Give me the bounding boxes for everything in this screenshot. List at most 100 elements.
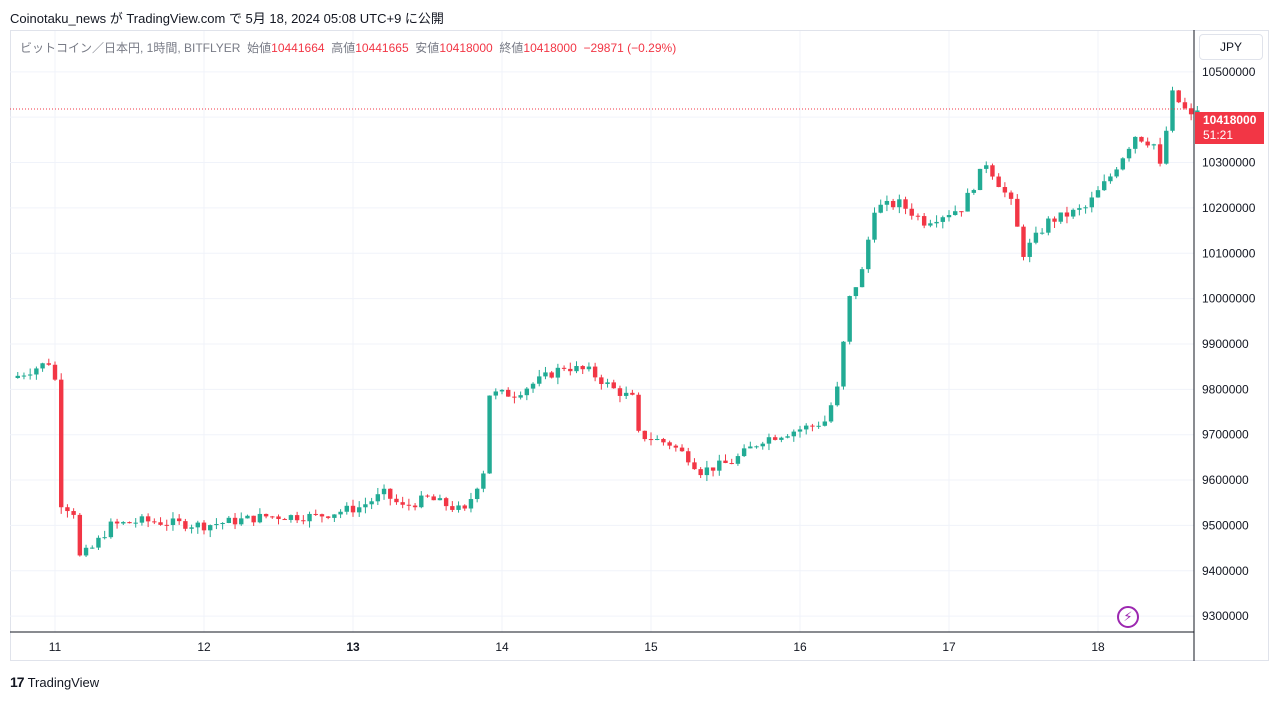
price-tick-label: 9500000 <box>1202 518 1249 532</box>
candle-body <box>313 513 318 515</box>
candle-body <box>1151 144 1157 146</box>
candle-body <box>977 168 983 191</box>
candle-body <box>549 372 554 378</box>
candle-body <box>325 516 331 518</box>
candle-body <box>1021 226 1026 257</box>
candle-body <box>406 504 412 506</box>
candle-body <box>1033 232 1039 243</box>
bar-countdown: 51:21 <box>1203 128 1234 142</box>
candle-body <box>468 499 474 509</box>
price-tick-label: 9400000 <box>1202 564 1249 578</box>
candle-body <box>940 217 945 222</box>
candle-body <box>984 165 989 169</box>
candle-body <box>772 437 778 440</box>
candle-body <box>307 513 312 522</box>
candle-body <box>717 460 722 471</box>
candle-body <box>1139 136 1144 142</box>
candle-body <box>226 517 232 523</box>
time-tick-label: 11 <box>49 640 62 654</box>
candle-body <box>1089 197 1094 208</box>
candle-body <box>648 439 654 441</box>
candle-body <box>934 221 939 224</box>
candle-body <box>928 223 933 226</box>
candle-body <box>474 488 480 500</box>
candle-body <box>574 366 579 372</box>
chart-grid <box>10 31 1194 632</box>
candle-body <box>1126 148 1132 159</box>
candle-body <box>220 522 225 525</box>
legend-symbol: ビットコイン／日本円, 1時間, BITFLYER <box>20 41 241 55</box>
candle-body <box>872 212 877 240</box>
candle-body <box>735 456 741 464</box>
candle-body <box>909 208 914 216</box>
candle-body <box>673 445 679 448</box>
candle-body <box>158 522 163 525</box>
currency-button[interactable]: JPY <box>1199 34 1263 60</box>
candle-body <box>189 527 194 529</box>
publish-header: Coinotaku_news が TradingView.com で 5月 18… <box>10 11 444 26</box>
candle-body <box>34 368 39 375</box>
legend-open-label: 始値 <box>247 41 272 55</box>
candle-body <box>1064 212 1070 217</box>
candle-body <box>201 522 207 531</box>
candle-body <box>344 505 349 512</box>
price-tick-label: 10100000 <box>1202 246 1256 260</box>
candle-body <box>859 269 865 288</box>
candle-body <box>357 507 362 513</box>
time-tick-label: 12 <box>197 640 211 654</box>
candle-body <box>506 389 511 397</box>
candle-body <box>785 436 790 438</box>
candle-body <box>394 498 399 503</box>
footer-brand[interactable]: 17 TradingView <box>10 674 99 690</box>
candle-body <box>294 515 300 521</box>
candle-body <box>1145 141 1150 146</box>
candle-body <box>921 216 927 226</box>
candle-body <box>766 437 772 444</box>
price-tick-label: 10500000 <box>1202 65 1256 79</box>
candle-body <box>748 446 753 449</box>
candle-body <box>456 505 461 510</box>
candle-body <box>723 460 728 464</box>
footer-brand-name: TradingView <box>27 674 100 690</box>
candle-body <box>270 516 275 518</box>
candle-body <box>884 200 890 205</box>
candle-body <box>586 366 592 370</box>
candle-body <box>599 377 604 385</box>
candle-body <box>59 379 64 508</box>
candle-body <box>1027 242 1032 257</box>
time-tick-label: 17 <box>942 640 956 654</box>
candle-body <box>375 494 381 502</box>
candle-body <box>493 391 498 396</box>
candle-body <box>636 394 641 431</box>
candle-body <box>239 518 244 525</box>
legend-change: −29871 (−0.29%) <box>583 41 677 55</box>
candle-body <box>1058 212 1063 222</box>
candle-body <box>319 514 325 517</box>
legend-low: 10418000 <box>439 41 493 55</box>
candle-body <box>71 511 76 515</box>
candle-body <box>797 429 803 432</box>
candle-body <box>127 522 132 524</box>
candle-body <box>487 395 492 474</box>
candle-body <box>630 392 635 395</box>
candle-body <box>959 211 964 213</box>
candle-body <box>971 190 977 193</box>
candle-body <box>698 469 703 476</box>
candle-body <box>369 501 374 505</box>
candle-body <box>1164 130 1169 164</box>
candle-body <box>1015 198 1020 227</box>
lightning-icon[interactable]: ⚡︎ <box>1117 606 1139 628</box>
candle-body <box>419 495 424 508</box>
candle-body <box>1176 90 1181 103</box>
price-tick-label: 9800000 <box>1202 382 1249 396</box>
candle-body <box>350 505 356 513</box>
candle-body <box>804 425 809 430</box>
candle-body <box>52 364 58 380</box>
candle-body <box>133 522 138 524</box>
candle-body <box>301 520 306 522</box>
candle-body <box>953 211 958 216</box>
candle-body <box>251 515 256 523</box>
candle-body <box>897 199 902 208</box>
candle-body <box>437 498 443 501</box>
